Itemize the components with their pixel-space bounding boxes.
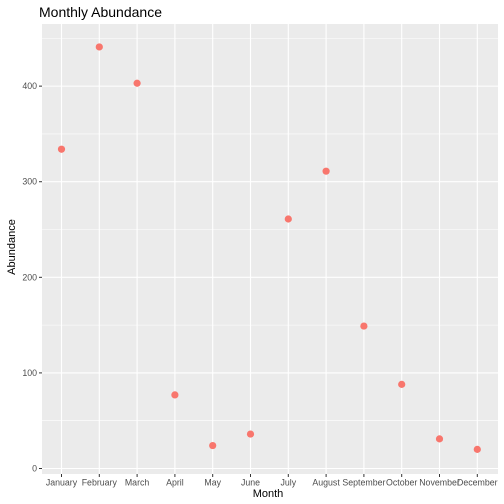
x-tick-label: November: [419, 478, 460, 488]
data-point: [398, 380, 406, 388]
data-point: [435, 435, 444, 443]
y-tick-label: 0: [32, 464, 37, 474]
y-tick-label: 300: [22, 177, 37, 187]
data-point: [133, 79, 141, 87]
data-point: [473, 445, 481, 453]
x-tick-label: June: [241, 478, 260, 488]
data-point: [95, 43, 103, 51]
y-tick-label: 100: [22, 368, 37, 378]
data-point: [171, 391, 179, 399]
x-tick-label: October: [386, 478, 417, 488]
x-tick-label: January: [46, 478, 78, 488]
chart-title: Monthly Abundance: [39, 4, 162, 20]
y-tick-label: 400: [22, 81, 37, 91]
minor-gridlines: [42, 38, 498, 421]
data-point: [284, 215, 292, 223]
x-tick-label: May: [204, 478, 221, 488]
x-tick-label: March: [125, 478, 150, 488]
data-points: [57, 43, 481, 453]
x-axis-title: Month: [253, 488, 284, 500]
data-point: [209, 441, 217, 450]
x-tick-label: April: [166, 478, 184, 488]
x-tick-label: December: [457, 478, 498, 488]
x-tick-label: February: [82, 478, 118, 488]
data-point: [322, 167, 330, 175]
x-tick-label: August: [312, 478, 340, 488]
y-tick-label: 200: [22, 272, 37, 282]
data-point: [360, 322, 368, 330]
data-point: [57, 145, 66, 153]
major-gridlines: [42, 24, 498, 474]
data-point: [246, 430, 255, 438]
plot-panel: [42, 24, 498, 474]
x-tick-label: July: [280, 478, 296, 488]
x-tick-label: September: [342, 478, 385, 488]
y-axis-title: Abundance: [6, 219, 18, 275]
x-axis: January February March April May June July Augu…: [46, 474, 498, 488]
y-axis: 0 100 200 300 400: [22, 81, 42, 474]
